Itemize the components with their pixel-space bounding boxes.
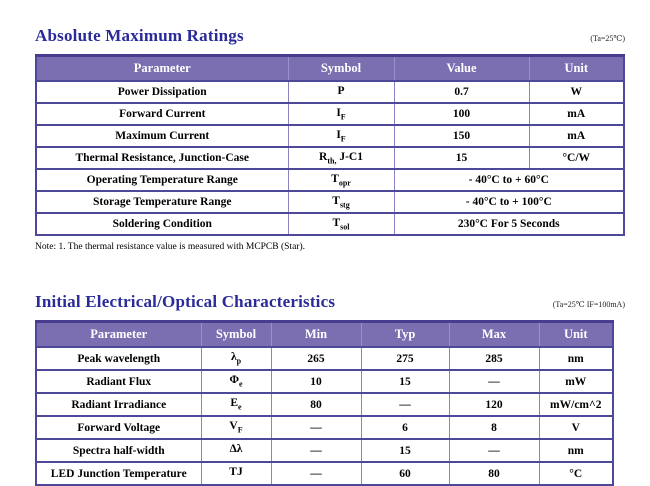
absolute-maximum-ratings-table: Parameter Symbol Value Unit Power Dissip… bbox=[35, 54, 625, 236]
value-cell: - 40°C to + 100°C bbox=[393, 190, 625, 214]
value-cell: 150 bbox=[393, 124, 530, 148]
param-cell: Forward Current bbox=[35, 102, 289, 126]
section1-title-row: Absolute Maximum Ratings (Ta=25℃) bbox=[35, 26, 625, 46]
table-row: Forward Voltage VF — 6 8 V bbox=[35, 415, 614, 440]
symbol-cell: Tstg bbox=[287, 190, 395, 214]
symbol-cell: IF bbox=[287, 124, 395, 148]
unit-cell: °C/W bbox=[528, 146, 625, 170]
param-cell: Radiant Flux bbox=[35, 369, 202, 394]
section1-title: Absolute Maximum Ratings bbox=[35, 26, 244, 45]
param-cell: Spectra half-width bbox=[35, 438, 202, 463]
max-cell: 8 bbox=[448, 415, 540, 440]
param-cell: Operating Temperature Range bbox=[35, 168, 289, 192]
unit-cell: mW bbox=[538, 369, 614, 394]
unit-cell: mA bbox=[528, 124, 625, 148]
symbol-cell: λp bbox=[200, 346, 272, 371]
max-cell: 80 bbox=[448, 461, 540, 486]
header-cell-parameter: Parameter bbox=[35, 54, 289, 82]
header-cell-parameter: Parameter bbox=[35, 320, 202, 348]
symbol-cell: VF bbox=[200, 415, 272, 440]
typ-cell: 6 bbox=[360, 415, 450, 440]
param-cell: Power Dissipation bbox=[35, 80, 289, 104]
min-cell: 265 bbox=[270, 346, 362, 371]
unit-cell: mA bbox=[528, 102, 625, 126]
max-cell: 285 bbox=[448, 346, 540, 371]
typ-cell: 15 bbox=[360, 369, 450, 394]
table-row: Peak wavelength λp 265 275 285 nm bbox=[35, 346, 614, 371]
table-row: Power Dissipation P 0.7 W bbox=[35, 80, 625, 104]
table-row: Maximum Current IF 150 mA bbox=[35, 124, 625, 148]
value-cell: 100 bbox=[393, 102, 530, 126]
min-cell: — bbox=[270, 415, 362, 440]
param-cell: Forward Voltage bbox=[35, 415, 202, 440]
param-cell: Soldering Condition bbox=[35, 212, 289, 236]
table-row: Storage Temperature Range Tstg - 40°C to… bbox=[35, 190, 625, 214]
symbol-cell: TJ bbox=[200, 461, 272, 486]
table-row: Operating Temperature Range Topr - 40°C … bbox=[35, 168, 625, 192]
section2-title-row: Initial Electrical/Optical Characteristi… bbox=[35, 292, 625, 312]
typ-cell: 275 bbox=[360, 346, 450, 371]
table-header-row: Parameter Symbol Value Unit bbox=[35, 54, 625, 82]
unit-cell: °C bbox=[538, 461, 614, 486]
value-cell: 0.7 bbox=[393, 80, 530, 104]
max-cell: — bbox=[448, 438, 540, 463]
symbol-cell: Tsol bbox=[287, 212, 395, 236]
table-row: Forward Current IF 100 mA bbox=[35, 102, 625, 126]
param-cell: LED Junction Temperature bbox=[35, 461, 202, 486]
table-row: Radiant Flux Φe 10 15 — mW bbox=[35, 369, 614, 394]
unit-cell: nm bbox=[538, 438, 614, 463]
typ-cell: 60 bbox=[360, 461, 450, 486]
section2-title: Initial Electrical/Optical Characteristi… bbox=[35, 292, 336, 311]
symbol-cell: Ee bbox=[200, 392, 272, 417]
param-cell: Peak wavelength bbox=[35, 346, 202, 371]
header-cell-symbol: Symbol bbox=[200, 320, 272, 348]
symbol-cell: Topr bbox=[287, 168, 395, 192]
header-cell-unit: Unit bbox=[528, 54, 625, 82]
table-row: LED Junction Temperature TJ — 60 80 °C bbox=[35, 461, 614, 486]
header-cell-unit: Unit bbox=[538, 320, 614, 348]
header-cell-max: Max bbox=[448, 320, 540, 348]
thermal-resistance-note: Note: 1. The thermal resistance value is… bbox=[35, 242, 305, 252]
symbol-cell: Φe bbox=[200, 369, 272, 394]
param-cell: Maximum Current bbox=[35, 124, 289, 148]
min-cell: 80 bbox=[270, 392, 362, 417]
header-cell-min: Min bbox=[270, 320, 362, 348]
header-cell-value: Value bbox=[393, 54, 530, 82]
unit-cell: V bbox=[538, 415, 614, 440]
typ-cell: 15 bbox=[360, 438, 450, 463]
unit-cell: nm bbox=[538, 346, 614, 371]
header-cell-typ: Typ bbox=[360, 320, 450, 348]
symbol-cell: P bbox=[287, 80, 395, 104]
min-cell: 10 bbox=[270, 369, 362, 394]
value-cell: - 40°C to + 60°C bbox=[393, 168, 625, 192]
param-cell: Storage Temperature Range bbox=[35, 190, 289, 214]
min-cell: — bbox=[270, 461, 362, 486]
symbol-cell: IF bbox=[287, 102, 395, 126]
value-cell: 230°C For 5 Seconds bbox=[393, 212, 625, 236]
unit-cell: mW/cm^2 bbox=[538, 392, 614, 417]
section1-condition: (Ta=25℃) bbox=[590, 34, 625, 43]
max-cell: 120 bbox=[448, 392, 540, 417]
header-cell-symbol: Symbol bbox=[287, 54, 395, 82]
electrical-optical-characteristics-table: Parameter Symbol Min Typ Max Unit Peak w… bbox=[35, 320, 614, 486]
symbol-cell: Rth, J-C1 bbox=[287, 146, 395, 170]
table-row: Thermal Resistance, Junction-Case Rth, J… bbox=[35, 146, 625, 170]
table-row: Soldering Condition Tsol 230°C For 5 Sec… bbox=[35, 212, 625, 236]
symbol-cell: Δλ bbox=[200, 438, 272, 463]
param-cell: Radiant Irradiance bbox=[35, 392, 202, 417]
typ-cell: — bbox=[360, 392, 450, 417]
section2-condition: (Ta=25℃ IF=100mA) bbox=[552, 300, 625, 309]
unit-cell: W bbox=[528, 80, 625, 104]
max-cell: — bbox=[448, 369, 540, 394]
param-cell: Thermal Resistance, Junction-Case bbox=[35, 146, 289, 170]
table-row: Radiant Irradiance Ee 80 — 120 mW/cm^2 bbox=[35, 392, 614, 417]
table-header-row: Parameter Symbol Min Typ Max Unit bbox=[35, 320, 614, 348]
min-cell: — bbox=[270, 438, 362, 463]
table-row: Spectra half-width Δλ — 15 — nm bbox=[35, 438, 614, 463]
value-cell: 15 bbox=[393, 146, 530, 170]
